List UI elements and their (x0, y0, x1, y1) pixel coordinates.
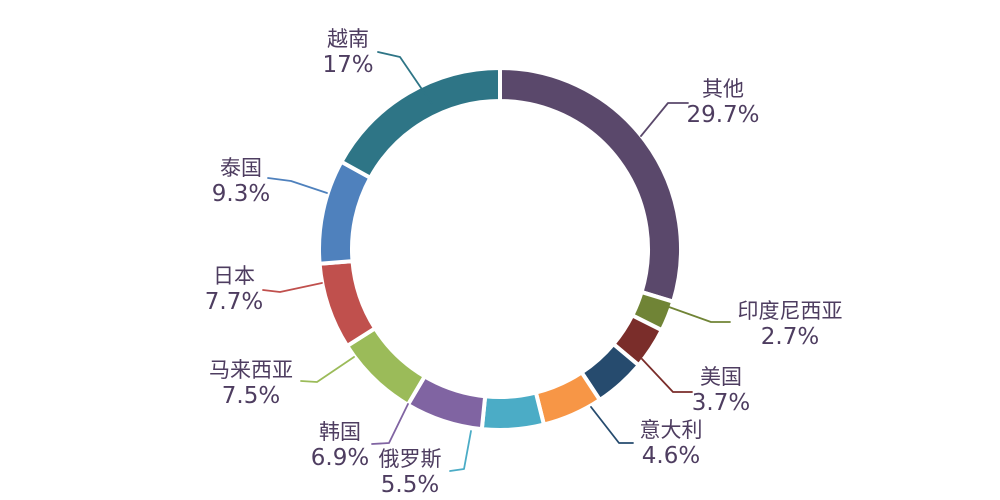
label-value-vietnam: 17% (322, 52, 373, 78)
leader-line-vietnam (377, 51, 433, 105)
label-name-other: 其他 (702, 77, 744, 101)
label-name-japan: 日本 (213, 264, 255, 288)
leader-line-indonesia (668, 306, 731, 323)
leader-line-thailand (267, 177, 328, 194)
leader-line-other (640, 102, 689, 137)
label-value-japan: 7.7% (205, 289, 263, 315)
label-value-malaysia: 7.5% (222, 383, 280, 409)
leader-line-japan (262, 282, 323, 293)
slice-japan (317, 259, 378, 348)
label-value-russia: 5.5% (381, 472, 439, 498)
slice-russia (479, 390, 546, 432)
slice-vietnam (339, 66, 502, 180)
label-name-thailand: 泰国 (220, 156, 262, 180)
label-name-italy: 意大利 (640, 418, 703, 442)
label-name-russia: 俄罗斯 (379, 447, 442, 471)
leader-line-malaysia (300, 356, 355, 383)
leader-line-italy (590, 406, 634, 444)
label-name-indonesia: 印度尼西亚 (738, 299, 843, 323)
label-value-usa: 3.7% (692, 390, 750, 416)
slice-thailand (317, 159, 373, 266)
label-name-vietnam: 越南 (327, 27, 369, 51)
donut-slices (317, 66, 683, 432)
label-value-thailand: 9.3% (212, 181, 270, 207)
leader-line-russia (449, 430, 472, 472)
label-value-other: 29.7% (686, 102, 759, 128)
leader-line-usa (641, 358, 693, 393)
slice-other (498, 66, 683, 304)
label-name-south-korea: 韩国 (319, 420, 361, 444)
label-value-indonesia: 2.7% (761, 324, 819, 350)
label-name-usa: 美国 (700, 365, 742, 389)
label-name-malaysia: 马来西亚 (209, 358, 293, 382)
label-value-italy: 4.6% (642, 443, 700, 469)
leader-line-south-korea (371, 403, 409, 445)
label-value-south-korea: 6.9% (311, 445, 369, 471)
